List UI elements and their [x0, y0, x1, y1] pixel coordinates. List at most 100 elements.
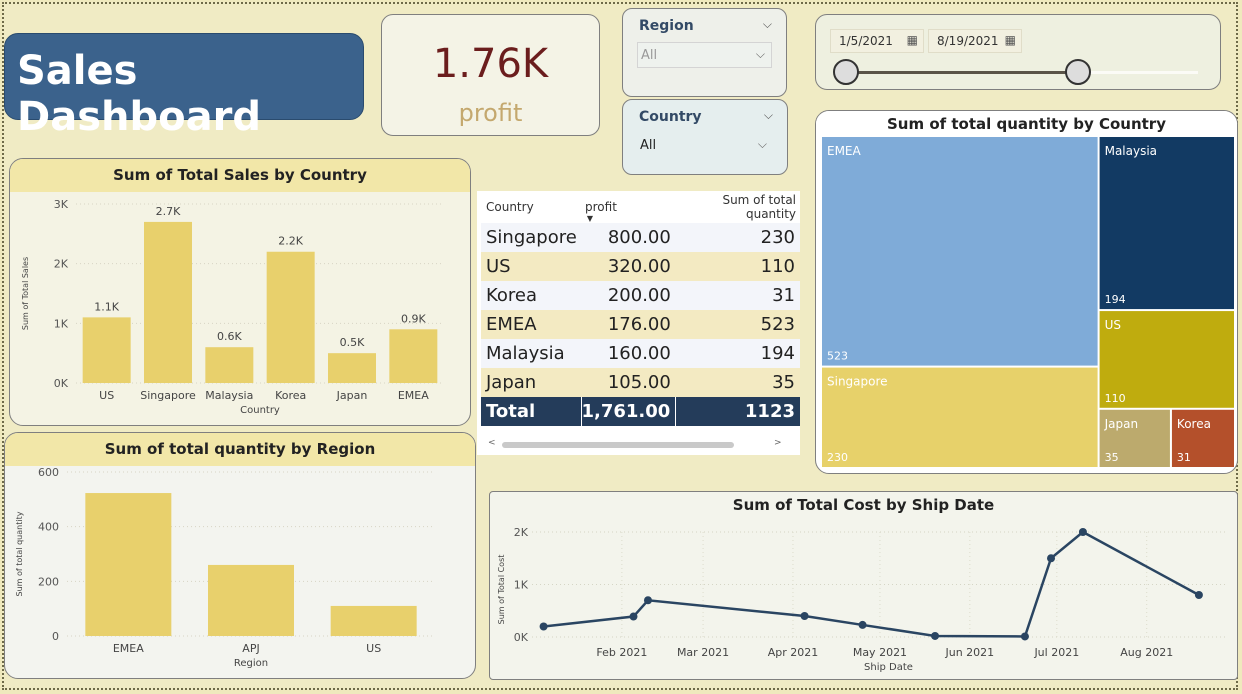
- x-tick-label: Feb 2021: [596, 646, 647, 659]
- date-range-slicer[interactable]: 1/5/2021 ▦ 8/19/2021 ▦: [815, 14, 1221, 90]
- y-tick-label: 2K: [54, 258, 69, 271]
- data-point[interactable]: [643, 596, 652, 605]
- table-header[interactable]: profit ▼: [581, 191, 676, 223]
- end-date-value: 8/19/2021: [937, 34, 999, 48]
- bar[interactable]: [82, 317, 131, 383]
- country-dropdown[interactable]: All ⌵: [637, 133, 773, 159]
- treemap-tile[interactable]: [822, 367, 1098, 467]
- table-total-cell: Total: [481, 397, 581, 426]
- x-tick-label: May 2021: [853, 646, 907, 659]
- table-scrollbar[interactable]: < >: [482, 438, 782, 449]
- treemap-tile-value: 230: [827, 451, 848, 464]
- data-label: 2.7K: [156, 205, 181, 218]
- region-dropdown-value: All: [641, 48, 658, 63]
- table-cell: 523: [675, 310, 800, 339]
- end-date-input[interactable]: 8/19/2021 ▦: [928, 29, 1022, 53]
- data-point[interactable]: [1047, 554, 1056, 563]
- table-cell: US: [481, 252, 581, 281]
- data-label: 1.1K: [94, 300, 119, 313]
- chevron-down-icon[interactable]: ⌵: [763, 108, 773, 122]
- date-slider-end-handle[interactable]: [1065, 59, 1091, 85]
- scrollbar-thumb[interactable]: [502, 442, 734, 448]
- scroll-right-icon[interactable]: >: [774, 438, 782, 448]
- y-tick-label: 2K: [514, 526, 529, 539]
- country-slicer[interactable]: Country ⌵ All ⌵: [622, 99, 788, 175]
- table-cell: 800.00: [581, 223, 676, 252]
- chevron-down-icon: ⌵: [757, 137, 767, 151]
- bar[interactable]: [205, 347, 254, 383]
- region-slicer-label: Region: [639, 18, 694, 34]
- dashboard-title-card: Sales Dashboard: [4, 33, 364, 140]
- chevron-down-icon[interactable]: ⌵: [762, 17, 772, 31]
- y-tick-label: 600: [38, 466, 59, 479]
- x-tick-label: Jun 2021: [944, 646, 994, 659]
- profit-kpi-card[interactable]: 1.76K profit: [381, 14, 600, 136]
- table-cell: EMEA: [481, 310, 581, 339]
- bar[interactable]: [330, 605, 417, 636]
- start-date-input[interactable]: 1/5/2021 ▦: [830, 29, 924, 53]
- treemap-tile[interactable]: [1099, 311, 1234, 408]
- date-slider-rest[interactable]: [1078, 71, 1198, 74]
- treemap-tile-value: 35: [1105, 451, 1119, 464]
- bar[interactable]: [208, 564, 294, 636]
- start-date-value: 1/5/2021: [839, 34, 893, 48]
- table-cell: 194: [675, 339, 800, 368]
- calendar-icon[interactable]: ▦: [1004, 33, 1016, 47]
- x-tick-label: Apr 2021: [768, 646, 819, 659]
- data-point[interactable]: [629, 612, 638, 621]
- bar[interactable]: [328, 353, 376, 383]
- table-header[interactable]: Sum of total quantity: [722, 193, 796, 221]
- y-tick-label: 0K: [514, 631, 529, 644]
- x-tick-label: Jul 2021: [1033, 646, 1079, 659]
- x-axis-title: Country: [240, 405, 280, 416]
- scroll-left-icon[interactable]: <: [488, 438, 496, 448]
- date-slider-track[interactable]: [846, 71, 1078, 74]
- y-tick-label: 200: [38, 575, 59, 588]
- x-tick-label: US: [99, 389, 114, 402]
- data-point[interactable]: [1078, 528, 1087, 536]
- x-tick-label: Japan: [336, 389, 368, 402]
- treemap-tile[interactable]: [822, 137, 1098, 366]
- profit-table[interactable]: Country profit ▼ Sum of total quantity Si…: [477, 191, 800, 455]
- data-point[interactable]: [931, 631, 940, 640]
- data-point[interactable]: [858, 620, 867, 629]
- treemap-tile[interactable]: [1171, 409, 1234, 467]
- cost-by-ship-date-chart[interactable]: Sum of Total Cost by Ship Date 0K 1K 2K Feb…: [489, 491, 1238, 680]
- table-cell: 105.00: [581, 368, 676, 397]
- quantity-by-country-treemap[interactable]: Sum of total quantity by Country EMEA 523…: [815, 110, 1238, 474]
- treemap-tile-label: Japan: [1104, 417, 1138, 431]
- table-row[interactable]: Korea 200.00 31: [481, 281, 800, 310]
- table-header-row: Country profit ▼ Sum of total quantity: [481, 191, 800, 223]
- y-axis-title: Sum of total quantity: [15, 511, 24, 596]
- y-tick-label: 3K: [54, 198, 69, 211]
- table-header[interactable]: Country: [486, 200, 534, 214]
- table-cell: 230: [675, 223, 800, 252]
- data-point[interactable]: [1194, 591, 1203, 599]
- sales-by-country-svg: 0K 1K 2K 3K US 1.1K Singapore 2.7K Malaysia 0.6K K…: [21, 198, 444, 416]
- quantity-by-region-chart[interactable]: Sum of total quantity by Region 0 200 400 6…: [4, 432, 476, 679]
- table-row[interactable]: Japan 105.00 35: [481, 368, 800, 397]
- data-point[interactable]: [800, 612, 809, 620]
- x-tick-label: EMEA: [113, 642, 144, 655]
- region-slicer[interactable]: Region ⌵ All ⌵: [622, 8, 787, 97]
- table-row[interactable]: Singapore 800.00 230: [481, 223, 800, 252]
- data-label: 0.5K: [340, 336, 365, 349]
- table-row[interactable]: Malaysia 160.00 194: [481, 339, 800, 368]
- sales-by-country-chart[interactable]: Sum of Total Sales by Country 0K 1K 2K 3K US…: [9, 158, 471, 426]
- bar[interactable]: [85, 493, 172, 636]
- region-dropdown[interactable]: All ⌵: [637, 42, 772, 68]
- bar[interactable]: [144, 221, 192, 383]
- table-row[interactable]: US 320.00 110: [481, 252, 800, 281]
- treemap-tile-label: Singapore: [827, 375, 888, 389]
- treemap-tile-value: 194: [1105, 293, 1126, 306]
- calendar-icon[interactable]: ▦: [906, 33, 918, 47]
- bar[interactable]: [266, 251, 315, 383]
- bar[interactable]: [389, 329, 438, 383]
- data-point[interactable]: [539, 622, 548, 631]
- date-slider-start-handle[interactable]: [833, 59, 859, 85]
- table-row[interactable]: EMEA 176.00 523: [481, 310, 800, 339]
- treemap-tile[interactable]: [1099, 409, 1170, 467]
- treemap-tile[interactable]: [1099, 137, 1234, 310]
- y-tick-label: 1K: [514, 579, 529, 592]
- data-point[interactable]: [1020, 632, 1029, 641]
